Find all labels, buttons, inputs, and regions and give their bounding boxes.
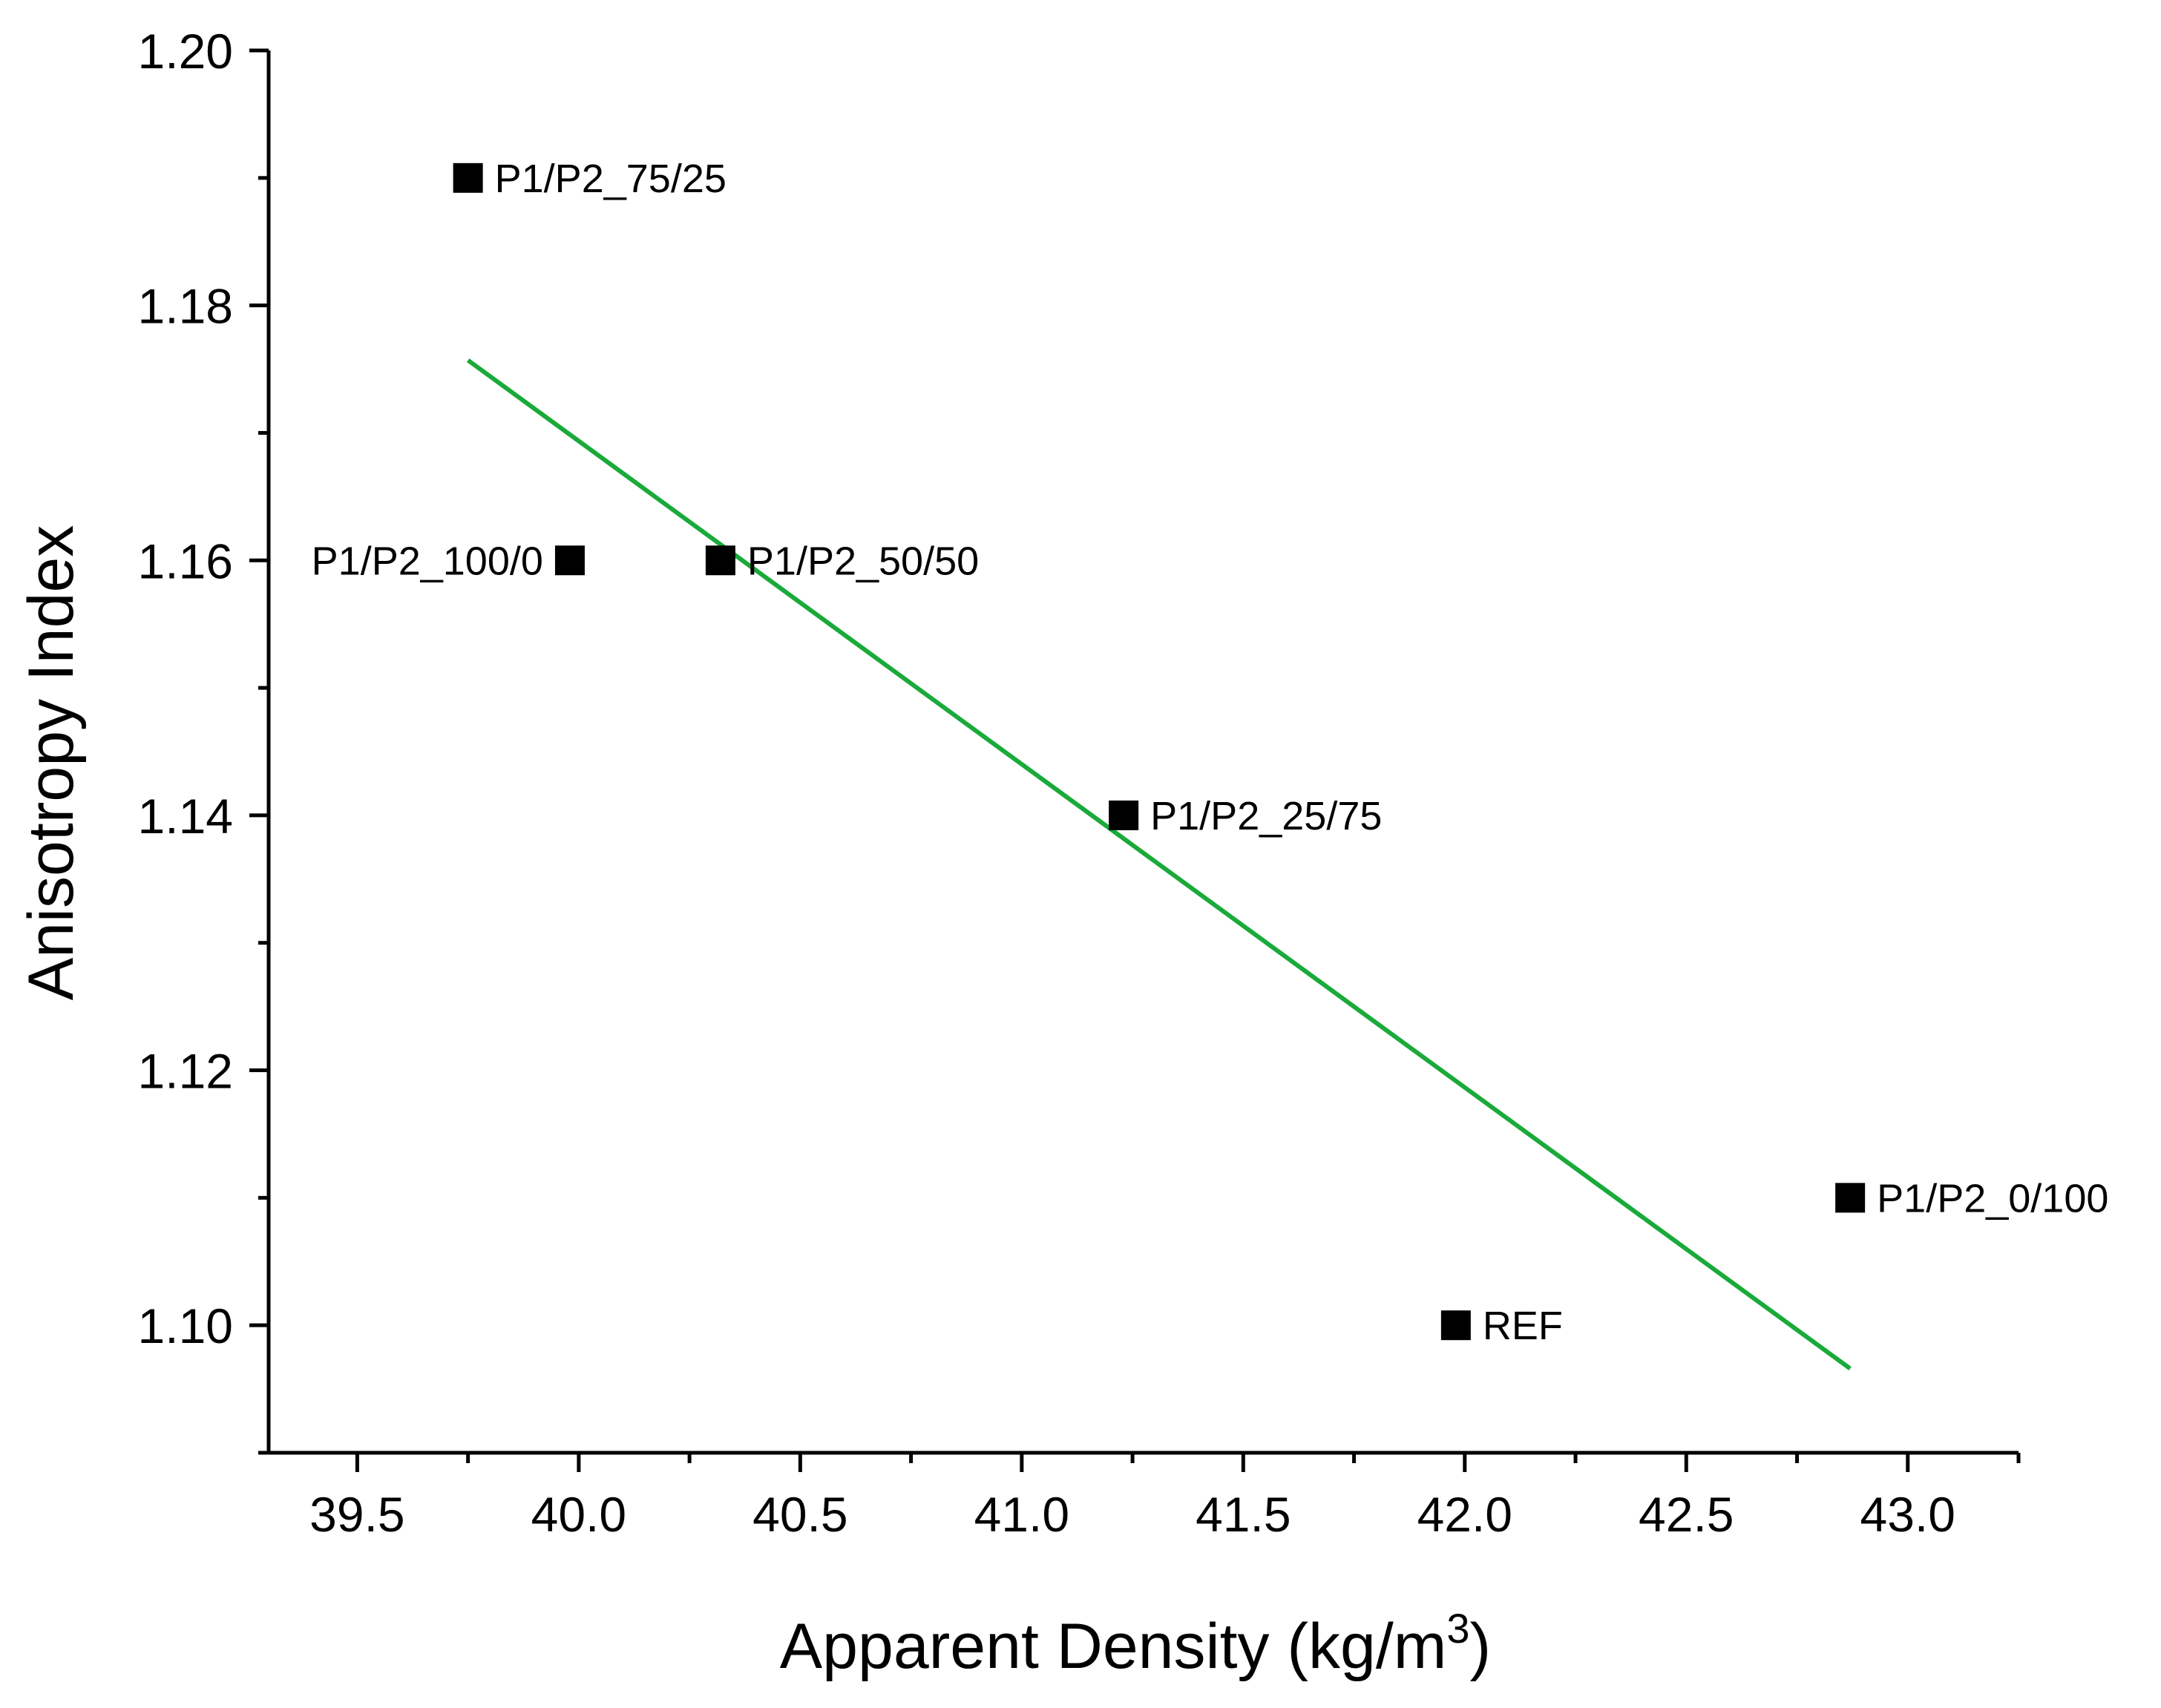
y-axis-title: Anisotropy Index bbox=[16, 525, 87, 1001]
data-point bbox=[1440, 1310, 1471, 1341]
x-tick-label: 42.0 bbox=[1417, 1487, 1512, 1542]
x-axis-title-suffix: ) bbox=[1470, 1611, 1492, 1682]
x-tick-label: 43.0 bbox=[1860, 1487, 1955, 1542]
point-labels: P1/P2_75/25 P1/P2_100/0 P1/P2_50/50 P1/P2_2… bbox=[312, 157, 2109, 1348]
y-tick-label: 1.18 bbox=[138, 279, 233, 334]
data-point bbox=[1835, 1183, 1866, 1213]
x-tick-label: 42.5 bbox=[1639, 1487, 1734, 1542]
x-tick-label: 40.5 bbox=[752, 1487, 847, 1542]
y-tick-label: 1.14 bbox=[138, 789, 233, 844]
data-point bbox=[1109, 800, 1139, 830]
x-axis-title-superscript: 3 bbox=[1446, 1605, 1469, 1652]
data-point bbox=[705, 545, 735, 576]
axes: 39.5 40.0 40.5 41.0 41.5 42.0 42.5 43.0 1.10 1.12… bbox=[138, 24, 2021, 1542]
data-point-label: P1/P2_100/0 bbox=[312, 539, 543, 583]
data-point-label: P1/P2_0/100 bbox=[1877, 1176, 2108, 1221]
y-tick-label: 1.16 bbox=[138, 533, 233, 588]
x-tick-label: 39.5 bbox=[309, 1487, 404, 1542]
y-tick-label: 1.10 bbox=[138, 1298, 233, 1353]
data-point-label: P1/P2_25/75 bbox=[1150, 794, 1382, 838]
data-point bbox=[554, 545, 585, 576]
data-point bbox=[453, 162, 483, 193]
data-point-label: P1/P2_50/50 bbox=[747, 539, 979, 583]
x-tick-label: 41.0 bbox=[974, 1487, 1069, 1542]
x-tick-label: 40.0 bbox=[531, 1487, 626, 1542]
fit-line-layer bbox=[466, 358, 1852, 1371]
x-tick-label: 41.5 bbox=[1196, 1487, 1291, 1542]
data-point-label: P1/P2_75/25 bbox=[495, 157, 727, 201]
y-tick-label: 1.12 bbox=[138, 1044, 233, 1099]
x-axis-title: Apparent Density (kg/m3) bbox=[780, 1605, 1491, 1682]
y-tick-label: 1.20 bbox=[138, 24, 233, 79]
data-points bbox=[453, 162, 1866, 1341]
x-axis-title-text: Apparent Density (kg/m bbox=[780, 1611, 1447, 1682]
linear-fit-line bbox=[466, 358, 1852, 1371]
data-point-label: REF bbox=[1483, 1304, 1563, 1348]
